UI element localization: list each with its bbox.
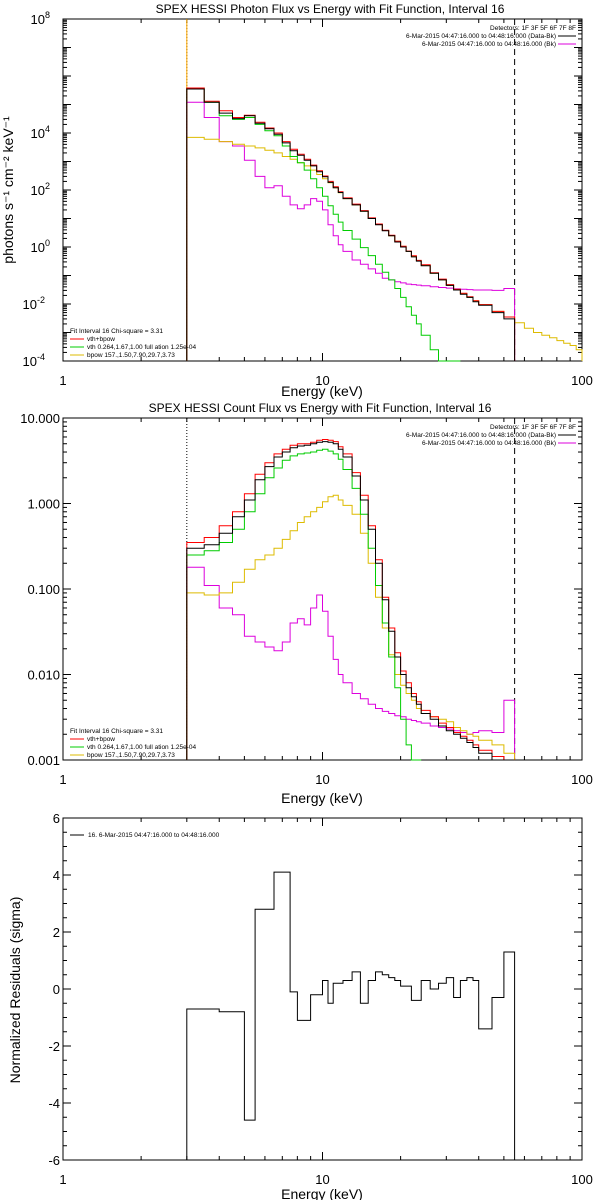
residuals-legend: 16. 6-Mar-2015 04:47:16.000 to 04:48:16.… <box>70 832 220 839</box>
residuals-y-axis-label: Normalized Residuals (sigma) <box>7 897 23 1084</box>
y-tick-label: 0.010 <box>27 668 60 683</box>
count-flux-x-axis-label: Energy (keV) <box>281 790 363 806</box>
legend-detectors: Detectors: 1F 3F 5F 6F 7F 8F <box>490 424 576 431</box>
bpow-series-line <box>186 136 583 361</box>
data-series-line <box>186 88 516 361</box>
data-series-line <box>186 871 516 1160</box>
legend-fit-interval: Fit Interval 16 Chi-square = 3.31 <box>70 728 163 735</box>
data-series-line <box>186 441 515 761</box>
y-tick-label: 4 <box>53 868 60 883</box>
photon-flux-ticks <box>62 19 582 362</box>
y-tick-label: 0 <box>53 982 60 997</box>
legend-vth: vth 0.264,1.67,1.00 full ation 1.25e-04 <box>87 344 197 351</box>
legend-bk: 6-Mar-2015 04:47:16.000 to 04:48:16.000 … <box>422 41 556 48</box>
count-flux-legend-bottom-left: Fit Interval 16 Chi-square = 3.31 vth+bp… <box>70 728 197 759</box>
y-tick-label: -6 <box>48 1153 60 1168</box>
y-tick-label: 2 <box>53 925 60 940</box>
photon-flux-legend-top-right: Detectors: 1F 3F 5F 6F 7F 8F 6-Mar-2015 … <box>406 25 576 48</box>
legend-bpow: bpow 157.,1.50,7.90,29.7,3.73 <box>87 752 175 759</box>
y-tick-label: 0.001 <box>27 753 60 768</box>
count-flux-ticks <box>62 418 582 761</box>
y-tick-label: 1.000 <box>27 497 60 512</box>
residuals-tick-labels: 1 10 100 -6 -4 -2 0 2 4 6 <box>48 811 592 1187</box>
residuals-ticks <box>62 817 582 1161</box>
total-series-line <box>186 439 515 761</box>
count-flux-title: SPEX HESSI Count Flux vs Energy with Fit… <box>149 401 492 415</box>
photon-flux-legend-bottom-left: Fit Interval 16 Chi-square = 3.31 vth+bp… <box>70 328 197 359</box>
bpow-series-line <box>186 494 516 760</box>
y-tick-label: 100 <box>31 238 50 255</box>
y-tick-label: 0.100 <box>27 582 60 597</box>
legend-bk: 6-Mar-2015 04:47:16.000 to 04:48:16.000 … <box>422 440 556 447</box>
photon-flux-title: SPEX HESSI Photon Flux vs Energy with Fi… <box>156 2 505 16</box>
y-tick-label: 10-2 <box>23 295 45 312</box>
photon-flux-y-axis-label: photons s⁻¹ cm⁻² keV⁻¹ <box>0 116 16 264</box>
photon-flux-panel: SPEX HESSI Photon Flux vs Energy with Fi… <box>0 2 593 399</box>
legend-data-minus-bk: 6-Mar-2015 04:47:16.000 to 04:48:16.000 … <box>406 432 556 439</box>
legend-vth: vth 0.264,1.67,1.00 full ation 1.25e-04 <box>87 744 197 751</box>
x-tick-label: 10 <box>315 1172 329 1187</box>
photon-flux-series <box>186 87 583 362</box>
total-series-line <box>186 87 516 361</box>
legend-total: vth+bpow <box>87 736 115 743</box>
x-tick-label: 10 <box>315 373 329 388</box>
legend-detectors: Detectors: 1F 3F 5F 6F 7F 8F <box>490 25 576 32</box>
vth-series-line <box>186 87 461 362</box>
count-flux-series <box>186 439 516 761</box>
y-tick-label: -2 <box>48 1039 60 1054</box>
x-tick-label: 1 <box>59 772 66 787</box>
x-tick-label: 100 <box>571 373 593 388</box>
x-tick-label: 1 <box>59 1172 66 1187</box>
photon-flux-x-axis-label: Energy (keV) <box>281 383 363 399</box>
legend-total: vth+bpow <box>87 336 115 343</box>
legend-residuals-interval: 16. 6-Mar-2015 04:47:16.000 to 04:48:16.… <box>88 832 220 839</box>
y-tick-label: -4 <box>48 1096 60 1111</box>
count-flux-panel: SPEX HESSI Count Flux vs Energy with Fit… <box>20 401 593 806</box>
count-flux-legend-top-right: Detectors: 1F 3F 5F 6F 7F 8F 6-Mar-2015 … <box>406 424 576 447</box>
x-tick-label: 100 <box>571 1172 593 1187</box>
x-tick-label: 100 <box>571 772 593 787</box>
photon-flux-reference-lines <box>186 19 516 361</box>
bkg-series-line <box>186 566 516 760</box>
bkg-series-line <box>186 101 516 361</box>
legend-fit-interval: Fit Interval 16 Chi-square = 3.31 <box>70 328 163 335</box>
y-tick-label: 102 <box>31 181 50 198</box>
legend-bpow: bpow 157.,1.50,7.90,29.7,3.73 <box>87 352 175 359</box>
residuals-panel: 1 10 100 -6 -4 -2 0 2 4 6 Energy (keV) Normalized… <box>7 811 593 1200</box>
vth-series-line <box>186 448 422 761</box>
count-flux-tick-labels: 1 10 100 0.001 0.010 0.100 1.000 10.000 <box>20 411 593 787</box>
residuals-x-axis-label: Energy (keV) <box>281 1186 363 1200</box>
y-tick-label: 104 <box>31 124 50 141</box>
y-tick-label: 6 <box>53 811 60 826</box>
residuals-series <box>186 871 516 1160</box>
y-tick-label: 108 <box>31 10 50 27</box>
legend-data-minus-bk: 6-Mar-2015 04:47:16.000 to 04:48:16.000 … <box>406 33 556 40</box>
x-tick-label: 10 <box>315 772 329 787</box>
y-tick-label: 10-4 <box>23 352 45 369</box>
x-tick-label: 1 <box>59 373 66 388</box>
y-tick-label: 10.000 <box>20 411 60 426</box>
